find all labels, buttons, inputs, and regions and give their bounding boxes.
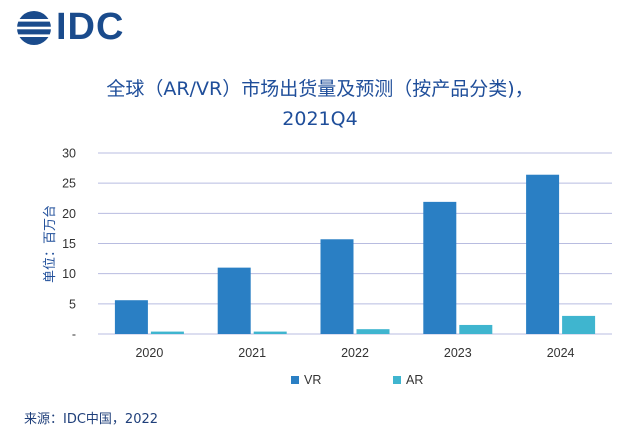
bar-vr-2020 (114, 300, 148, 334)
chart-title-line-2: 2021Q4 (282, 108, 358, 130)
legend-label-vr: VR (304, 373, 321, 387)
y-tick-label: - (72, 328, 76, 342)
x-tick-label: 2020 (135, 346, 163, 360)
globe-icon (17, 11, 51, 45)
bar-vr-2023 (423, 201, 457, 334)
chart-title: 全球（AR/VR）市场出货量及预测（按产品分类)， 2021Q4 (0, 74, 640, 134)
legend-swatch-vr (291, 376, 299, 384)
source-note: 来源：IDC中国，2022 (24, 412, 159, 427)
y-tick-label: 15 (62, 237, 76, 251)
y-tick-label: 5 (69, 297, 76, 311)
bar-vr-2022 (320, 239, 354, 334)
y-axis-label: 单位：百万台 (43, 205, 58, 283)
y-tick-label: 20 (62, 207, 76, 221)
x-tick-label: 2023 (444, 346, 472, 360)
y-tick-label: 10 (62, 267, 76, 281)
bar-ar-2024 (562, 315, 596, 334)
logo-text: IDC (56, 6, 125, 48)
x-tick-label: 2021 (238, 346, 266, 360)
bar-ar-2023 (459, 324, 493, 334)
legend-swatch-ar (393, 376, 401, 384)
idc-logo-icon (17, 11, 51, 45)
y-axis-ticks: - 5 10 15 20 25 30 (62, 147, 76, 342)
bar-vr-2021 (217, 267, 251, 334)
x-tick-label: 2022 (341, 346, 369, 360)
chart-title-line-1: 全球（AR/VR）市场出货量及预测（按产品分类)， (106, 78, 534, 100)
bars (114, 174, 596, 334)
y-tick-label: 25 (62, 177, 76, 191)
bar-ar-2020 (150, 331, 184, 334)
x-tick-label: 2024 (547, 346, 575, 360)
bar-vr-2024 (526, 174, 560, 334)
y-tick-label: 30 (62, 147, 76, 161)
legend: VR AR (291, 373, 423, 387)
bar-ar-2022 (356, 329, 390, 334)
legend-label-ar: AR (406, 373, 423, 387)
x-axis-ticks: 2020 2021 2022 2023 2024 (135, 346, 574, 360)
bar-ar-2021 (253, 331, 287, 334)
